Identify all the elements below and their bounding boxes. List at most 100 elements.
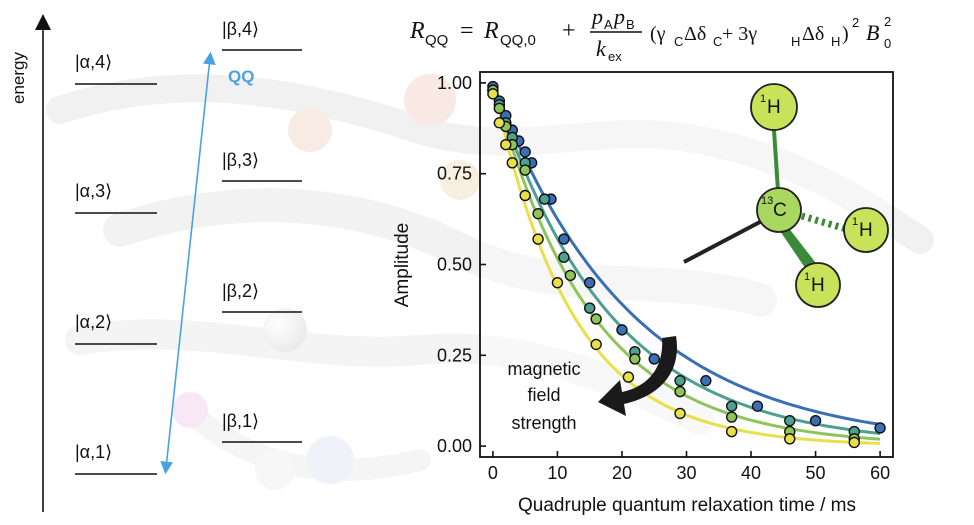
data-point-series-1 (558, 233, 570, 245)
eq-delta-h: Δδ (802, 23, 824, 45)
x-tick-label: 0 (488, 463, 498, 483)
data-point-series-2 (558, 251, 570, 263)
data-point-series-3 (564, 269, 577, 282)
data-point-series-4 (506, 157, 518, 169)
data-point-series-1 (519, 146, 531, 158)
y-tick-label: 0.75 (437, 164, 472, 184)
data-point-series-1 (648, 353, 660, 365)
energy-level-diagram: energy |α,4⟩ |α,3⟩ |α,2⟩ |α,1⟩ |β,4⟩ |β,… (9, 14, 302, 512)
data-point-series-4 (532, 233, 544, 245)
c-symbol: C (773, 200, 787, 221)
x-tick-label: 20 (612, 463, 632, 483)
h-bottom-iso: 1 (804, 271, 810, 283)
h-top-symbol: H (767, 97, 781, 118)
eq-paren-open: (γ (650, 23, 666, 45)
x-tick-label: 50 (806, 463, 826, 483)
qq-transition-arrow (160, 51, 216, 475)
data-point-series-3 (590, 313, 602, 325)
alpha-level-2-label: |α,2⟩ (75, 312, 112, 332)
data-point-series-3 (629, 353, 641, 365)
eq-b: B (866, 20, 879, 45)
eq-b-sub: 0 (884, 36, 891, 51)
x-ticks: 0 10 20 30 40 50 60 (488, 451, 890, 483)
eq-c-sub: C (674, 34, 683, 49)
data-point-series-4 (674, 407, 686, 420)
qq-transition-label: QQ (228, 67, 254, 86)
fit-curve-3 (491, 82, 881, 441)
data-point-series-1 (751, 400, 764, 412)
data-point-series-2 (538, 193, 551, 205)
data-point-series-2 (674, 375, 686, 387)
data-point-series-2 (784, 414, 796, 427)
x-tick-label: 30 (676, 463, 696, 483)
hydrogen-atom-top (750, 83, 798, 131)
eq-equals: = (460, 18, 474, 44)
data-point-series-2 (584, 302, 596, 314)
y-axis-label: Amplitude (392, 223, 413, 308)
y-tick-label: 1.00 (437, 73, 472, 93)
eq-plus3: + 3γ (722, 23, 757, 45)
y-tick-label: 0.50 (437, 255, 472, 275)
eq-r0-sub: QQ,0 (500, 32, 536, 49)
eq-lhs-sub: QQ (425, 32, 448, 49)
eq-num-p2: p (612, 4, 625, 29)
alpha-level-3-label: |α,3⟩ (75, 181, 112, 201)
methyl-molecule: 1 H 13 C 1 H 1 H (683, 83, 889, 308)
eq-power: 2 (852, 15, 859, 30)
data-point-series-4 (551, 276, 564, 289)
data-point-series-3 (532, 207, 544, 220)
beta-level-2-label: |β,2⟩ (222, 281, 259, 301)
eq-r0: R (483, 18, 499, 44)
eq-delta-h-sub: H (831, 34, 840, 49)
eq-lhs: R (409, 18, 425, 44)
h-top-iso: 1 (760, 93, 766, 105)
bond-c-h-right-hashed (794, 210, 851, 234)
x-tick-label: 60 (870, 463, 890, 483)
eq-num-p: p (590, 4, 603, 29)
data-point-series-4 (590, 338, 602, 351)
field-strength-arrow-icon (598, 336, 677, 416)
x-axis-label: Quadruple quantum relaxation time / ms (518, 495, 856, 516)
magnetic-field-annotation: magnetic field strength (507, 336, 677, 433)
y-tick-label: 0.00 (437, 436, 472, 456)
data-points (487, 80, 886, 449)
y-tick-label: 0.25 (437, 345, 472, 365)
y-ticks: 0.00 0.25 0.50 0.75 1.00 (437, 73, 486, 456)
eq-delta-c-sub: C (713, 34, 722, 49)
eq-h-sub: H (791, 34, 800, 49)
data-point-series-4 (784, 433, 796, 445)
beta-level-4-label: |β,4⟩ (222, 19, 259, 39)
fit-curve-1 (491, 82, 881, 426)
h-right-symbol: H (859, 220, 873, 241)
eq-delta-c: Δδ (684, 23, 706, 45)
relaxation-equation: R QQ = R QQ,0 + p A p B k ex (γ C Δδ C +… (409, 4, 891, 64)
data-point-series-2 (725, 400, 738, 412)
eq-num-b: B (626, 17, 635, 32)
energy-axis-label: energy (9, 52, 28, 104)
beta-level-1-label: |β,1⟩ (222, 411, 259, 431)
h-bottom-symbol: H (811, 275, 825, 296)
data-point-series-1 (584, 276, 596, 289)
data-point-series-3 (674, 385, 686, 398)
data-point-series-3 (519, 164, 531, 176)
data-point-series-3 (725, 411, 738, 423)
x-tick-label: 40 (741, 463, 761, 483)
carbon-atom (756, 187, 802, 233)
data-point-series-4 (622, 371, 635, 383)
data-point-series-4 (487, 88, 499, 100)
eq-b-sup: 2 (884, 14, 891, 29)
data-point-series-4 (493, 117, 506, 129)
eq-plus: + (562, 18, 576, 44)
annotation-line-3: strength (511, 413, 576, 433)
annotation-line-2: field (527, 385, 560, 405)
data-point-series-4 (725, 425, 738, 438)
eq-num-a: A (604, 17, 613, 32)
alpha-level-1-label: |α,1⟩ (75, 442, 112, 462)
data-point-series-4 (848, 436, 860, 449)
data-point-series-1 (616, 324, 628, 336)
data-point-series-4 (519, 189, 531, 202)
data-point-series-3 (493, 102, 506, 115)
data-point-series-1 (700, 375, 712, 387)
eq-den-sub: ex (608, 49, 622, 64)
